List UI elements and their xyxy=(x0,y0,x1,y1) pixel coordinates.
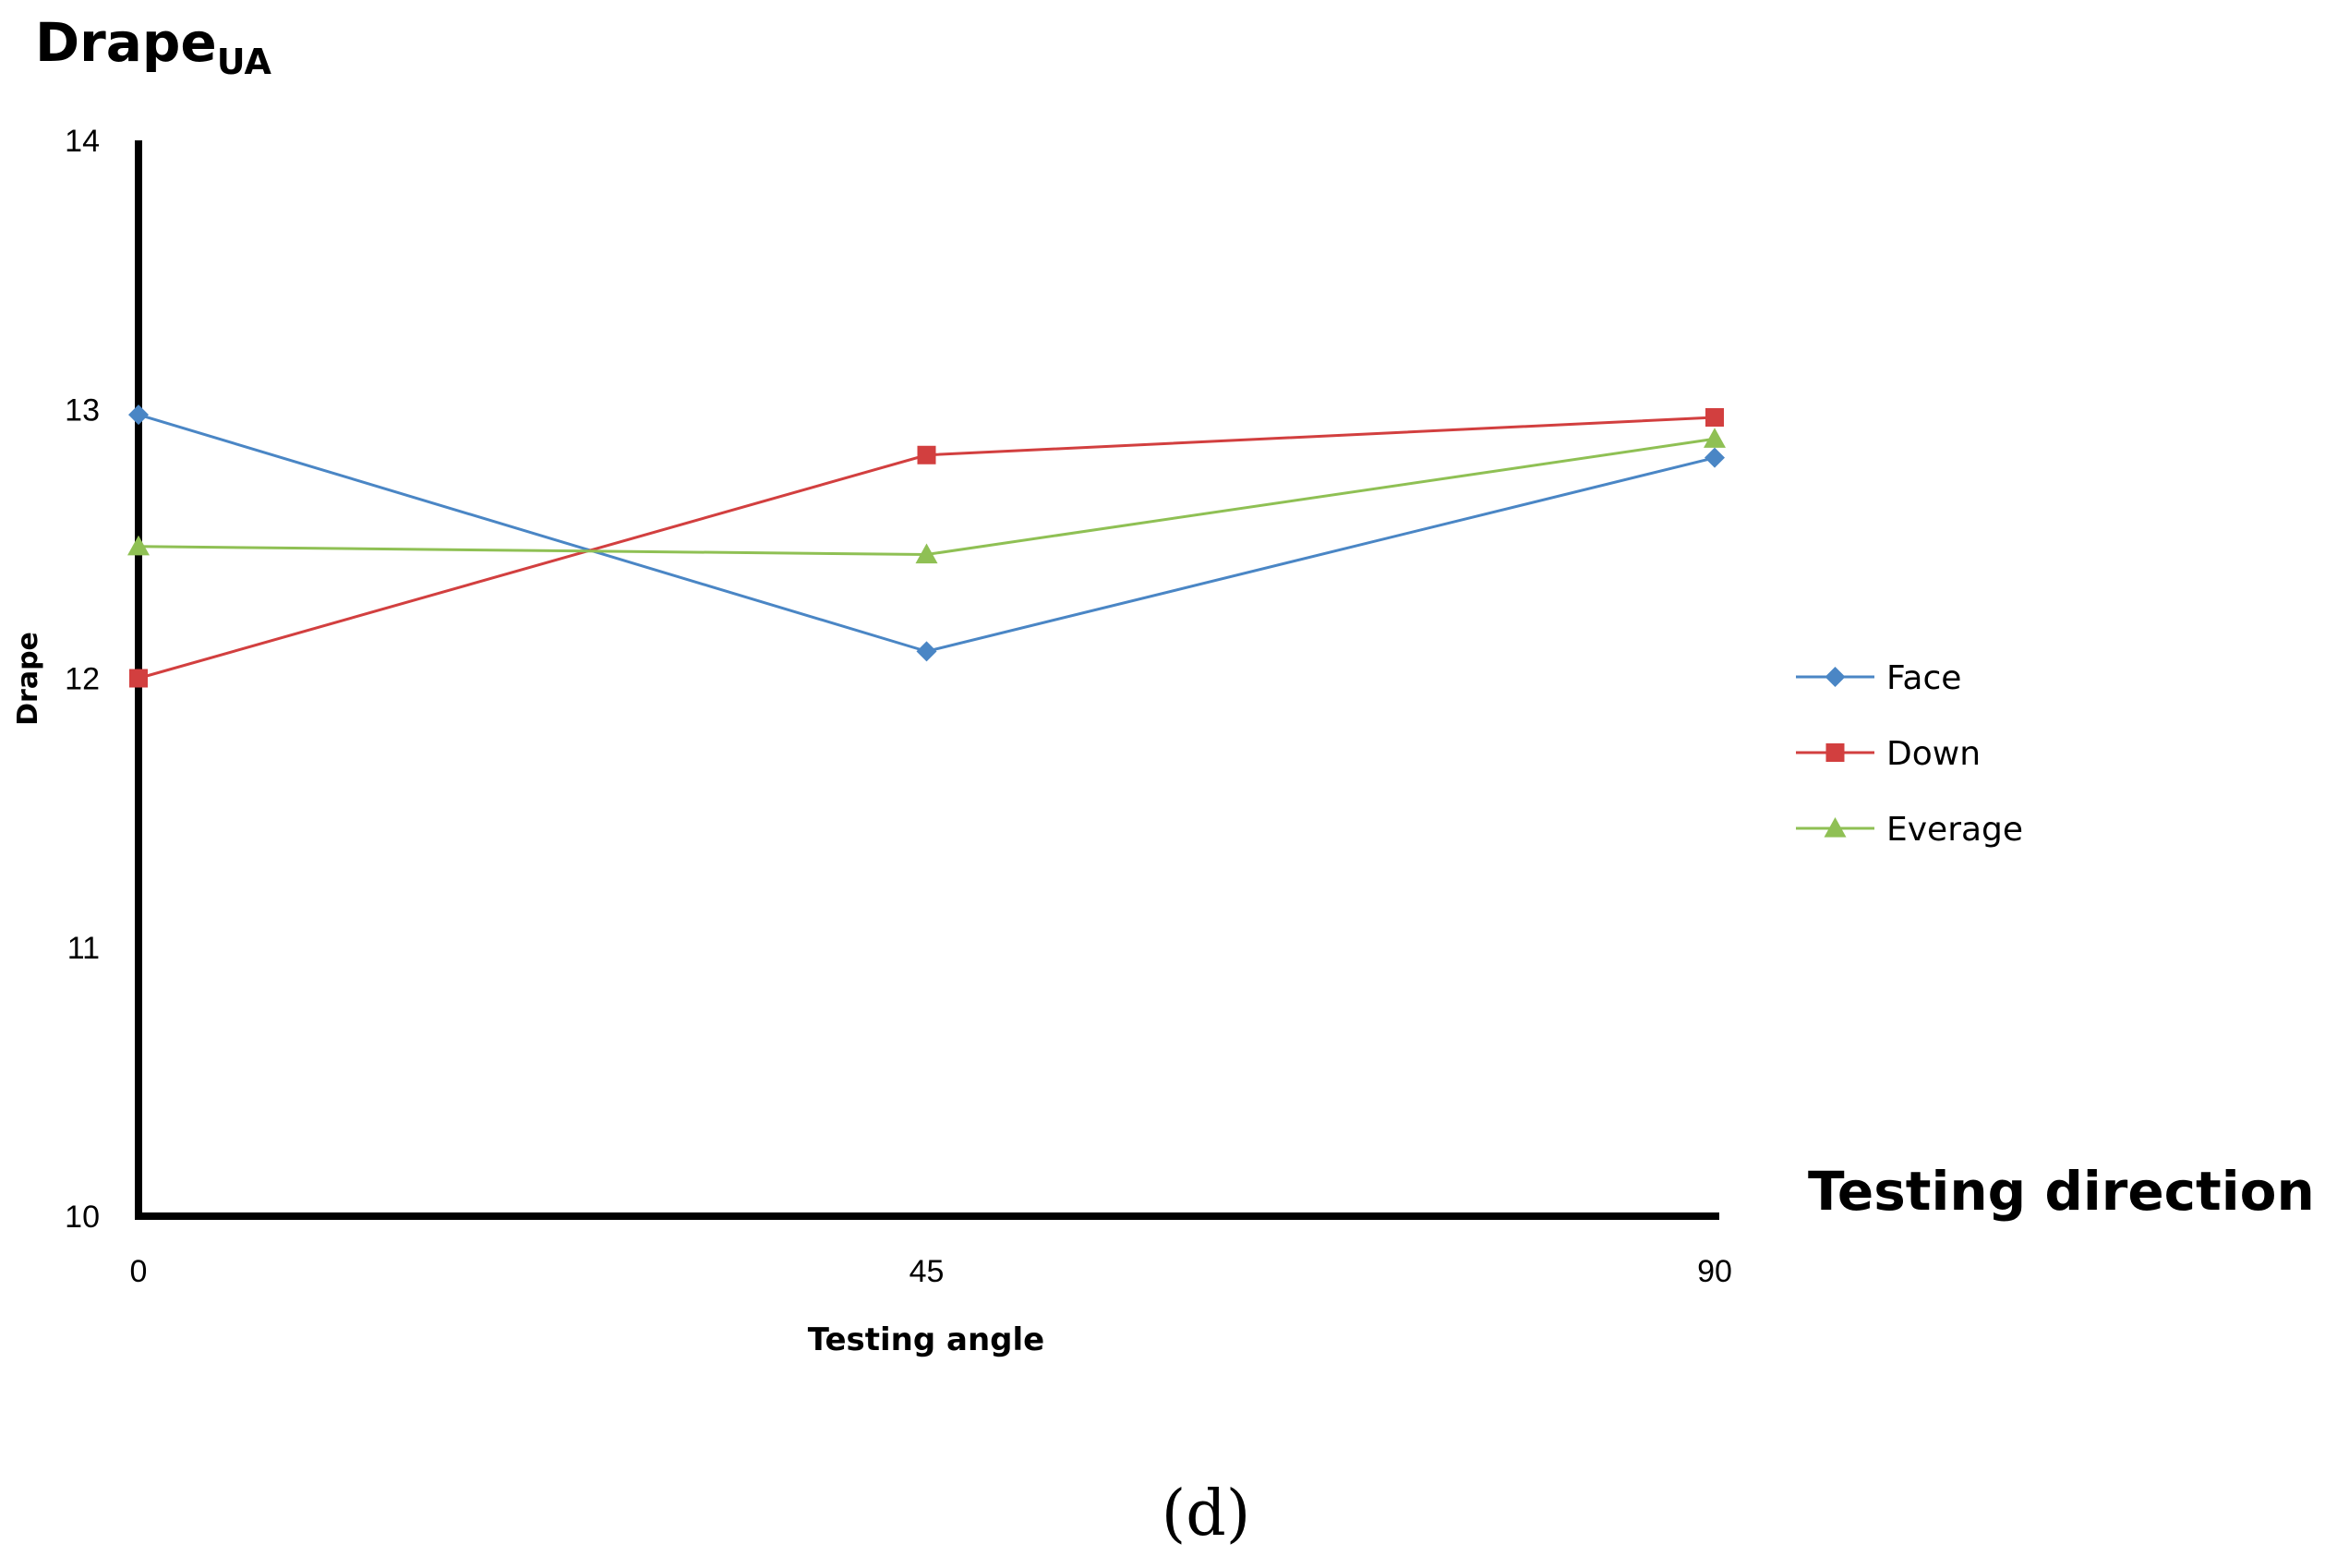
y-tick-label: 11 xyxy=(67,931,100,966)
data-point-everage xyxy=(127,535,150,556)
y-tick-label: 10 xyxy=(65,1200,100,1235)
data-point-face xyxy=(128,404,149,426)
figure-caption: (d) xyxy=(1162,1478,1251,1550)
legend-marker-down xyxy=(1825,743,1845,762)
x-tick-label: 45 xyxy=(910,1254,945,1289)
testing-direction-label: Testing direction (°) xyxy=(1808,1160,2337,1223)
legend-marker-face xyxy=(1825,667,1846,687)
legend-label-everage: Everage xyxy=(1886,811,2023,849)
series-layer xyxy=(127,404,1726,688)
y-tick-label: 12 xyxy=(65,662,100,697)
legend-label-down: Down xyxy=(1886,735,1981,773)
chart-title-subscript: UA xyxy=(217,42,272,82)
legend-label-face: Face xyxy=(1886,659,1961,697)
x-tick-label: 90 xyxy=(1697,1254,1732,1289)
x-tick-labels: 0 45 90 xyxy=(130,1254,1732,1289)
data-point-down xyxy=(1705,407,1724,427)
data-point-face xyxy=(1705,447,1725,468)
y-tick-label: 14 xyxy=(65,124,100,159)
x-axis-title: Testing angle xyxy=(808,1321,1044,1358)
y-tick-label: 13 xyxy=(65,392,100,428)
data-point-down xyxy=(129,669,148,688)
chart-title: DrapeUA xyxy=(35,11,271,82)
data-point-face xyxy=(916,641,937,662)
data-point-everage xyxy=(1704,428,1726,448)
data-point-everage xyxy=(915,543,938,564)
data-point-down xyxy=(917,445,936,464)
x-tick-label: 0 xyxy=(130,1254,148,1289)
y-axis-title: Drape xyxy=(12,632,44,726)
legend-marker-everage xyxy=(1824,817,1847,838)
y-tick-labels: 10 11 12 13 14 xyxy=(65,124,100,1235)
legend: Face Down Everage xyxy=(1796,659,2023,849)
